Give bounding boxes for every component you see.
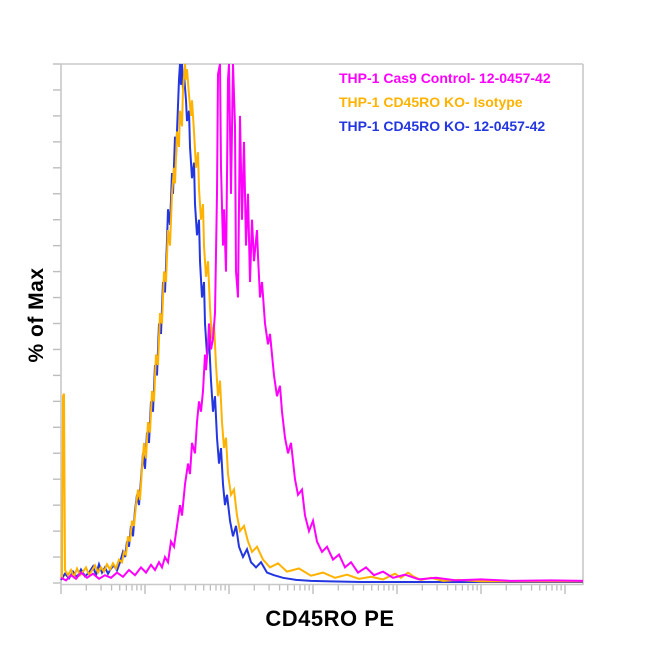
series-line-0	[60, 63, 583, 583]
plot-frame	[60, 63, 584, 586]
legend: THP-1 Cas9 Control- 12-0457-42 THP-1 CD4…	[339, 66, 551, 138]
x-ticks	[60, 585, 566, 594]
legend-item-ko-stained: THP-1 CD45RO KO- 12-0457-42	[339, 118, 546, 134]
series-line-2	[60, 63, 584, 582]
series-lines	[60, 63, 584, 583]
legend-item-ko-isotype: THP-1 CD45RO KO- Isotype	[339, 94, 523, 110]
x-axis-label: CD45RO PE	[265, 606, 395, 631]
y-ticks	[53, 63, 61, 584]
legend-item-cas9-control: THP-1 Cas9 Control- 12-0457-42	[339, 70, 551, 86]
y-axis-label: % of Max	[25, 267, 48, 363]
series-line-1	[60, 63, 583, 583]
